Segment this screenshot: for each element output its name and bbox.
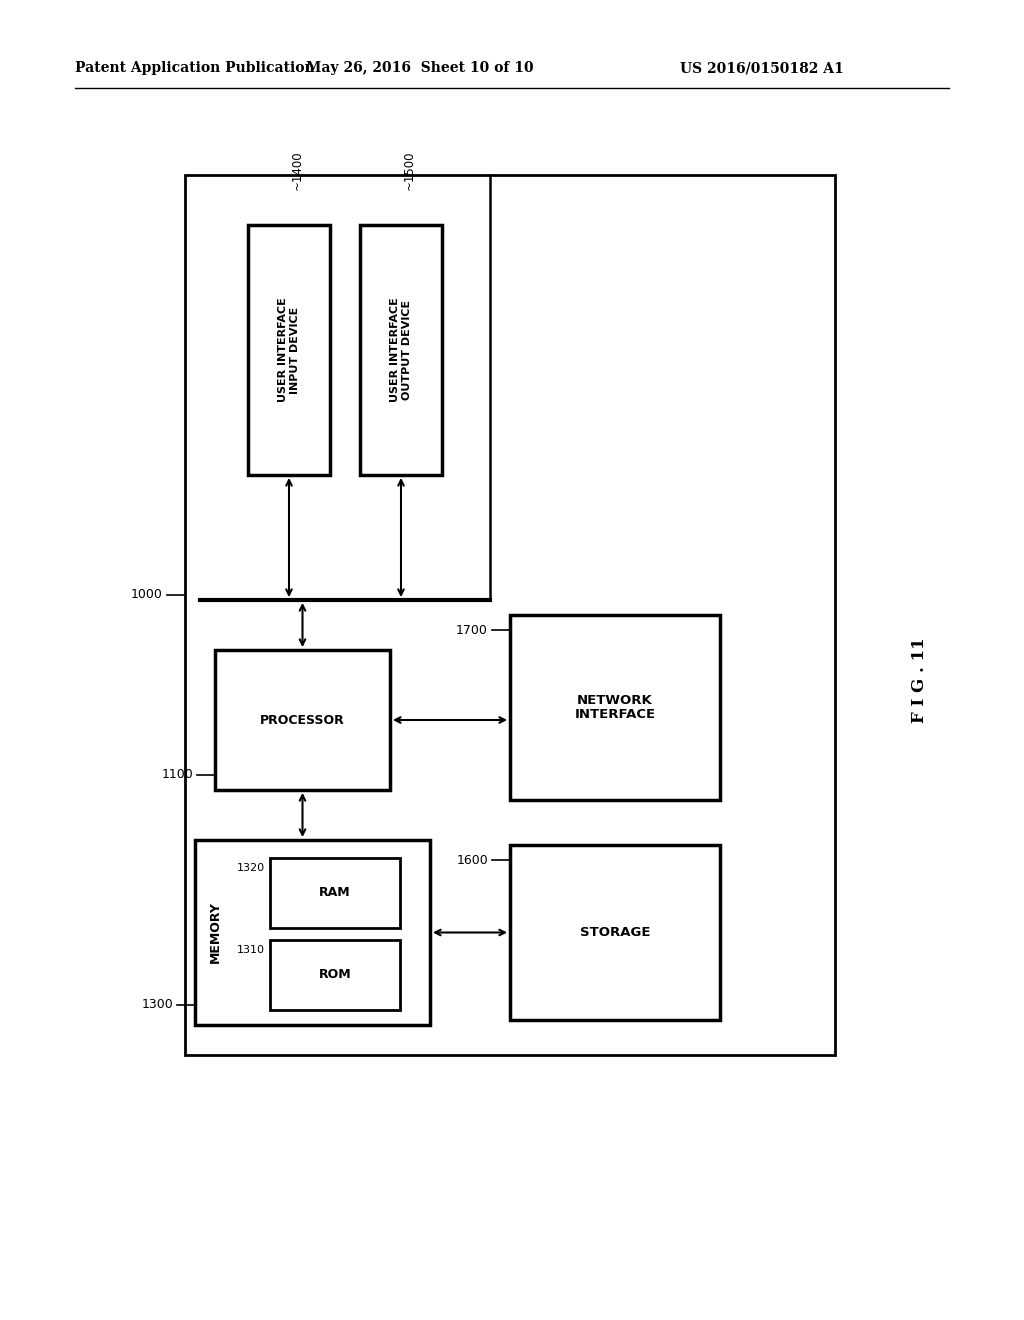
- Bar: [510, 845, 720, 1020]
- Bar: [248, 224, 330, 475]
- Bar: [185, 176, 835, 1055]
- Text: ~1500: ~1500: [402, 150, 416, 190]
- Bar: [270, 940, 400, 1010]
- Text: PROCESSOR: PROCESSOR: [260, 714, 345, 726]
- Bar: [360, 224, 442, 475]
- Bar: [215, 649, 390, 789]
- Bar: [270, 858, 400, 928]
- Text: NETWORK
INTERFACE: NETWORK INTERFACE: [574, 693, 655, 722]
- Text: 1700: 1700: [456, 623, 488, 636]
- Text: 1100: 1100: [161, 768, 193, 781]
- Text: RAM: RAM: [319, 887, 351, 899]
- Text: ~1400: ~1400: [291, 150, 303, 190]
- Text: USER INTERFACE
OUTPUT DEVICE: USER INTERFACE OUTPUT DEVICE: [390, 297, 412, 403]
- Bar: [510, 615, 720, 800]
- Text: 1300: 1300: [141, 998, 173, 1011]
- Text: MEMORY: MEMORY: [209, 902, 221, 964]
- Text: May 26, 2016  Sheet 10 of 10: May 26, 2016 Sheet 10 of 10: [306, 61, 534, 75]
- Text: US 2016/0150182 A1: US 2016/0150182 A1: [680, 61, 844, 75]
- Text: STORAGE: STORAGE: [580, 927, 650, 939]
- Text: F I G . 11: F I G . 11: [911, 638, 929, 723]
- Text: 1600: 1600: [457, 854, 488, 866]
- Text: 1000: 1000: [131, 589, 163, 602]
- Text: 1320: 1320: [237, 863, 265, 873]
- Text: Patent Application Publication: Patent Application Publication: [75, 61, 314, 75]
- Text: USER INTERFACE
INPUT DEVICE: USER INTERFACE INPUT DEVICE: [279, 297, 300, 403]
- Bar: [195, 840, 430, 1026]
- Text: 1310: 1310: [237, 945, 265, 954]
- Text: ROM: ROM: [318, 969, 351, 982]
